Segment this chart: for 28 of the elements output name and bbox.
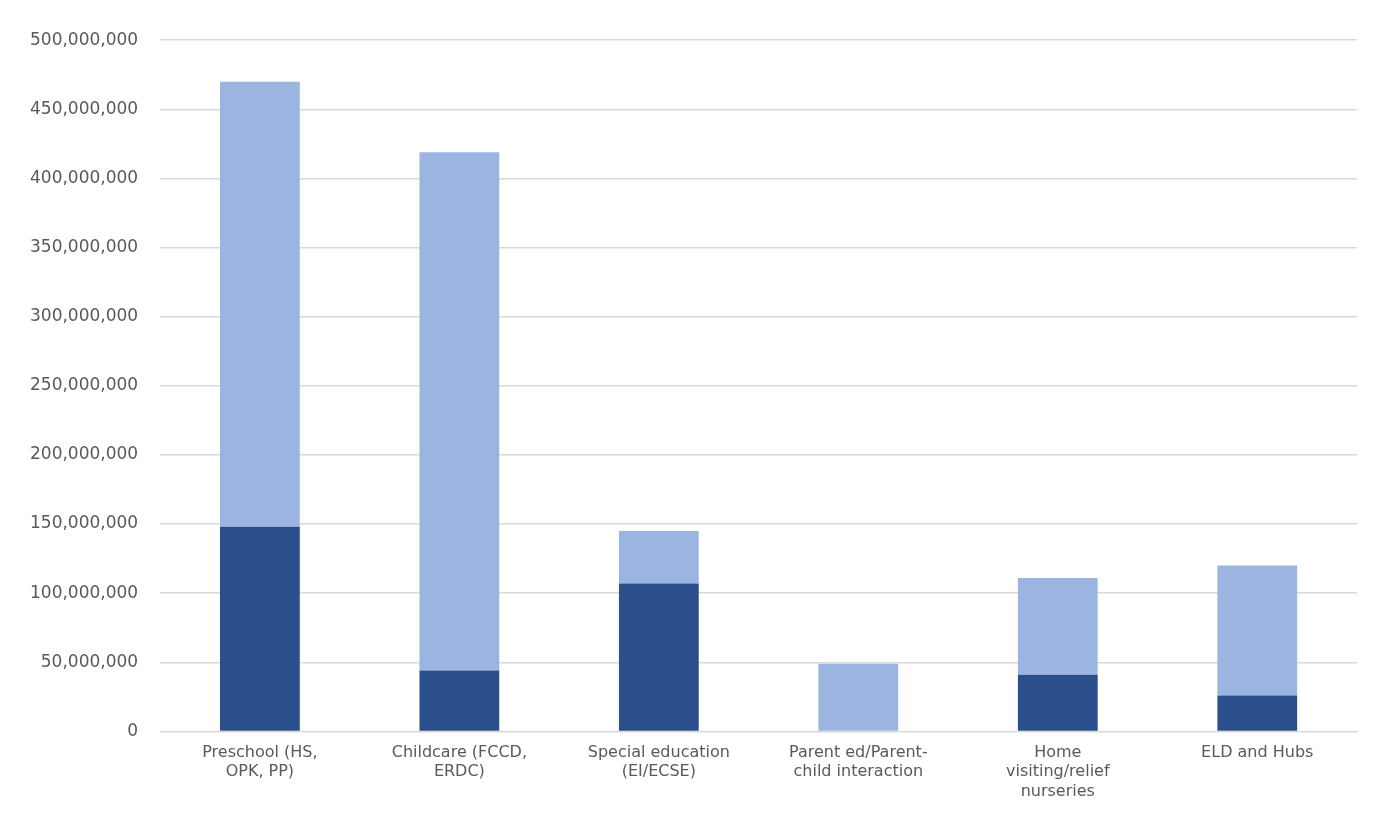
y-tick-label: 400,000,000 (29, 166, 139, 187)
x-tick-label: Childcare (FCCD, ERDC) (391, 742, 528, 781)
bar (618, 583, 699, 731)
x-tick-label: Home visiting/relief nurseries (1006, 742, 1110, 800)
x-tick-label: Preschool (HS, OPK, PP) (202, 742, 318, 781)
bar (818, 663, 899, 731)
y-tick-label: 200,000,000 (29, 443, 139, 464)
y-tick-label: 0 (127, 719, 139, 740)
bar (1217, 695, 1298, 731)
bar (1017, 577, 1098, 675)
y-tick-label: 50,000,000 (40, 650, 139, 671)
y-tick-label: 150,000,000 (29, 512, 139, 533)
y-tick-label: 350,000,000 (29, 235, 139, 256)
bar (618, 530, 699, 584)
y-tick-label: 100,000,000 (29, 581, 139, 602)
bar (1217, 565, 1298, 696)
bar (219, 526, 300, 731)
x-tick-label: ELD and Hubs (1201, 742, 1314, 762)
y-tick-label: 250,000,000 (29, 374, 139, 395)
bar (419, 670, 500, 731)
x-tick-label: Parent ed/Parent-child interaction (788, 742, 928, 781)
bar (419, 152, 500, 671)
y-tick-label: 500,000,000 (29, 28, 139, 49)
bar (219, 81, 300, 527)
x-tick-label: Special education (EI/ECSE) (587, 742, 730, 781)
y-tick-label: 450,000,000 (29, 97, 139, 118)
bar (1017, 674, 1098, 731)
y-tick-label: 300,000,000 (29, 305, 139, 326)
